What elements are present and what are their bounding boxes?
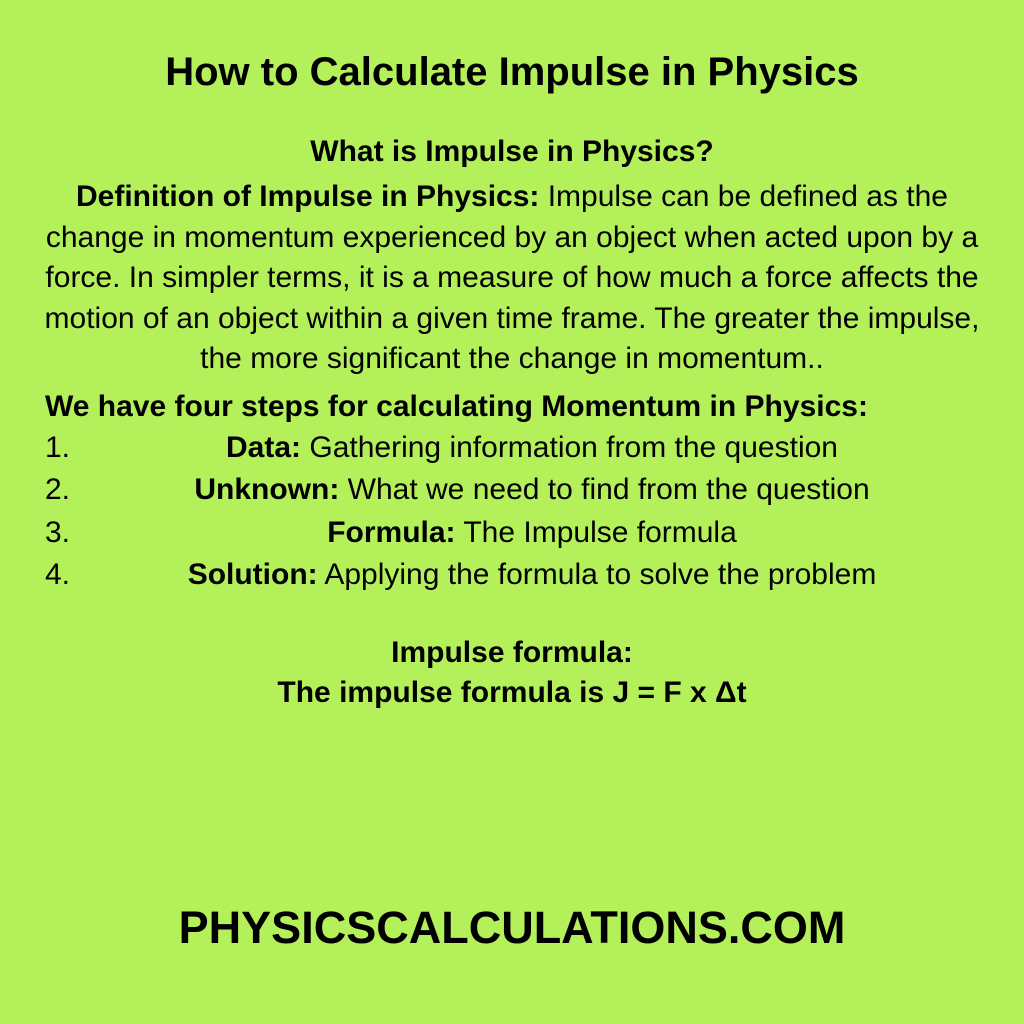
list-item: 3. Formula: The Impulse formula — [45, 513, 984, 554]
step-text: Gathering information from the question — [301, 431, 838, 464]
site-footer: PHYSICSCALCULATIONS.COM — [40, 902, 984, 954]
list-item: 4. Solution: Applying the formula to sol… — [45, 555, 984, 596]
definition-label: Definition of Impulse in Physics: — [76, 180, 539, 213]
formula-heading: Impulse formula: — [40, 633, 984, 674]
step-content: Data: Gathering information from the que… — [80, 428, 984, 469]
step-content: Solution: Applying the formula to solve … — [80, 555, 984, 596]
step-content: Unknown: What we need to find from the q… — [80, 470, 984, 511]
step-label: Unknown: — [194, 473, 339, 506]
step-text: What we need to find from the question — [339, 473, 869, 506]
definition-paragraph: Definition of Impulse in Physics: Impuls… — [40, 177, 984, 380]
step-content: Formula: The Impulse formula — [80, 513, 984, 554]
step-text: The Impulse formula — [456, 516, 737, 549]
steps-heading: We have four steps for calculating Momen… — [40, 390, 984, 424]
step-number: 4. — [45, 555, 80, 596]
step-text: Applying the formula to solve the proble… — [318, 558, 877, 591]
page-title: How to Calculate Impulse in Physics — [40, 50, 984, 95]
steps-list: 1. Data: Gathering information from the … — [40, 428, 984, 598]
formula-text: The impulse formula is J = F x Δt — [40, 673, 984, 714]
step-label: Formula: — [327, 516, 455, 549]
step-label: Data: — [226, 431, 301, 464]
section-subtitle: What is Impulse in Physics? — [40, 135, 984, 169]
step-number: 1. — [45, 428, 80, 469]
step-number: 3. — [45, 513, 80, 554]
list-item: 2. Unknown: What we need to find from th… — [45, 470, 984, 511]
formula-section: Impulse formula: The impulse formula is … — [40, 633, 984, 714]
step-number: 2. — [45, 470, 80, 511]
step-label: Solution: — [188, 558, 318, 591]
list-item: 1. Data: Gathering information from the … — [45, 428, 984, 469]
